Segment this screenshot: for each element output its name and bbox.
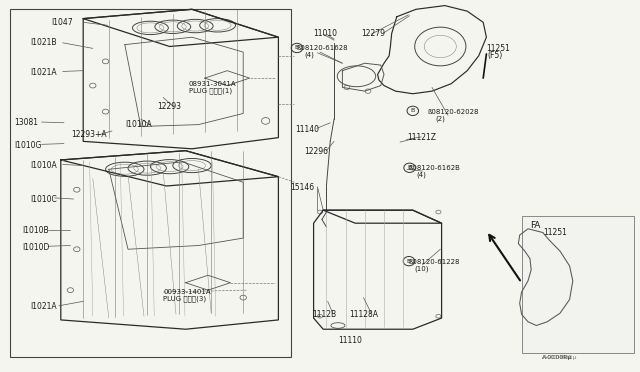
Text: (4): (4)	[416, 171, 426, 178]
Text: 11140: 11140	[296, 125, 320, 134]
Text: (10): (10)	[415, 266, 429, 272]
Text: ß08120-61628: ß08120-61628	[296, 45, 348, 51]
Text: I1010G: I1010G	[14, 141, 42, 150]
Text: 11128A: 11128A	[349, 310, 378, 319]
Text: ß08120-6162B: ß08120-6162B	[408, 165, 460, 171]
Text: 11010: 11010	[314, 29, 338, 38]
Text: 1112B: 1112B	[312, 310, 337, 319]
Text: I1010A: I1010A	[125, 120, 152, 129]
Text: B: B	[411, 108, 415, 113]
Text: ß08120-61228: ß08120-61228	[408, 259, 460, 265]
Text: I1010A: I1010A	[31, 161, 58, 170]
Text: 12293+A: 12293+A	[72, 130, 108, 139]
Text: I1021B: I1021B	[31, 38, 57, 47]
Text: B: B	[407, 259, 411, 264]
Text: A··0C·00Rµ: A··0C·00Rµ	[543, 355, 577, 360]
Text: 15146: 15146	[291, 183, 315, 192]
Text: I1010D: I1010D	[22, 243, 50, 252]
Text: I1021A: I1021A	[31, 68, 58, 77]
Bar	[522, 216, 634, 353]
Text: (4): (4)	[304, 52, 314, 58]
Text: 12296: 12296	[304, 147, 328, 156]
Text: B: B	[295, 45, 299, 51]
Text: 11251: 11251	[486, 44, 510, 53]
Text: 12279: 12279	[362, 29, 385, 38]
Text: 13081: 13081	[14, 118, 38, 127]
Text: ß08120-62028: ß08120-62028	[428, 109, 479, 115]
Text: I1021A: I1021A	[31, 302, 58, 311]
Text: I1010C: I1010C	[31, 195, 58, 203]
Text: (2): (2)	[435, 115, 445, 122]
Bar	[10, 9, 291, 357]
Text: 08931-3041A: 08931-3041A	[189, 81, 236, 87]
Text: 11251: 11251	[543, 228, 566, 237]
Text: 00933-1401A: 00933-1401A	[163, 289, 211, 295]
Text: FA: FA	[530, 221, 540, 230]
Text: I1010B: I1010B	[22, 226, 49, 235]
Text: PLUG プラグ(1): PLUG プラグ(1)	[189, 87, 232, 94]
Text: 11110: 11110	[338, 336, 362, 345]
Text: (F5): (F5)	[488, 51, 503, 60]
Text: I1047: I1047	[51, 18, 73, 27]
Text: B: B	[408, 165, 412, 170]
Text: 11121Z: 11121Z	[407, 133, 436, 142]
Text: PLUG プラグ(3): PLUG プラグ(3)	[163, 295, 206, 302]
Text: A·0C00Rµ: A·0C00Rµ	[541, 355, 572, 360]
Text: 12293: 12293	[157, 102, 181, 110]
